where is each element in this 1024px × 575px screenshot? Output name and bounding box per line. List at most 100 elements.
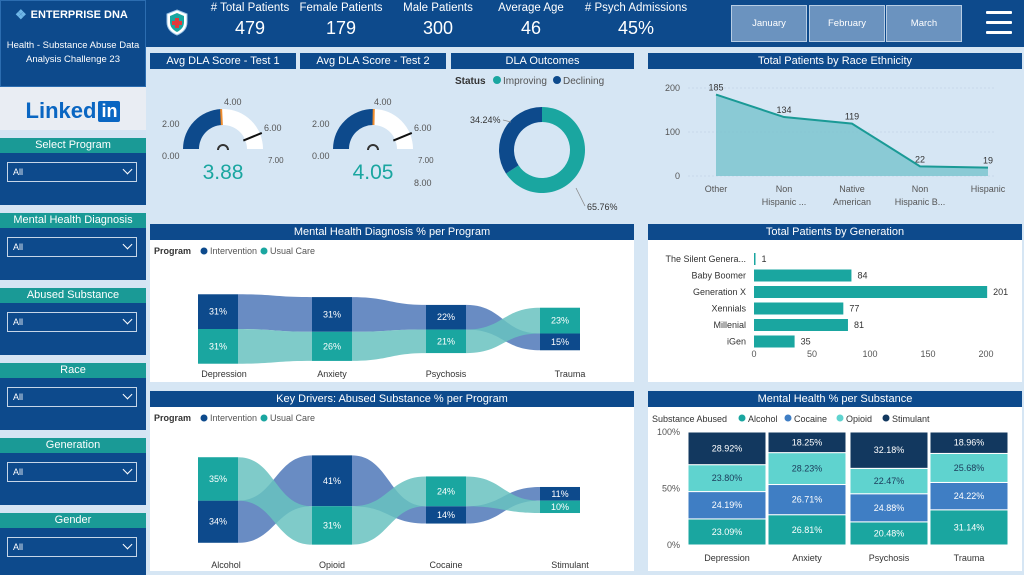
x-tick-label: Psychosis (426, 369, 467, 379)
stacked-segment[interactable] (687, 491, 767, 520)
bar[interactable] (754, 269, 852, 282)
filter-dropdown[interactable]: All (7, 537, 137, 557)
gauge-chart-test1[interactable]: 0.00 2.00 4.00 6.00 7.00 3.88 (150, 71, 296, 211)
bar-segment-intervention[interactable] (426, 506, 466, 524)
bar-segment-usual-care[interactable] (312, 506, 352, 545)
kpi-value: 300 (422, 18, 454, 38)
bar[interactable] (754, 286, 988, 298)
kpi-card: Male Patients 300 (388, 0, 488, 39)
segment-label: 41% (323, 476, 341, 486)
stacked-segment[interactable] (849, 431, 929, 469)
legend-swatch-declining (553, 76, 561, 84)
bar-segment-intervention[interactable] (540, 486, 580, 501)
bar-segment-intervention[interactable] (198, 500, 238, 543)
bar[interactable] (754, 335, 795, 348)
kpi-label: Female Patients (299, 2, 383, 14)
race-area-chart[interactable]: 0 100 200 185 Other 134 Non Hispanic ... 119 Nati… (648, 70, 1022, 214)
chevron-down-icon (122, 314, 133, 325)
donut-label-improving: 65.76% (587, 202, 618, 212)
kpi-label: Male Patients (403, 2, 473, 14)
donut-label-declining: 34.24% (470, 115, 501, 125)
stacked-segment[interactable] (849, 467, 929, 495)
donut-slice-improving[interactable] (506, 107, 585, 193)
area-fill (716, 94, 988, 176)
month-button-january[interactable]: January (731, 5, 807, 42)
linkedin-box: in (98, 100, 121, 122)
mh-substance-panel: Mental Health % per Substance Substance … (648, 391, 1022, 571)
bar-segment-intervention[interactable] (426, 304, 466, 330)
stacked-segment[interactable] (929, 431, 1009, 454)
stacked-segment[interactable] (929, 481, 1009, 511)
stacked-segment[interactable] (687, 431, 767, 466)
kpi-label: # Psych Admissions (584, 2, 688, 14)
x-tick-label: Non (776, 184, 793, 194)
mh-substance-stacked-chart[interactable]: Substance Abused Alcohol Cocaine Opioid Stim… (648, 408, 1022, 570)
filter-label: Gender (0, 513, 146, 528)
menu-icon[interactable] (986, 11, 1012, 35)
stacked-segment[interactable] (767, 431, 847, 454)
bar-segment-usual-care[interactable] (540, 500, 580, 514)
substance-program-ribbon-chart[interactable]: Program Intervention Usual Care 34% 35% Alcoh… (150, 408, 634, 570)
segment-label: 26% (323, 341, 341, 351)
bar-segment-usual-care[interactable] (198, 329, 238, 364)
bar[interactable] (754, 253, 756, 265)
bar-segment-intervention[interactable] (312, 297, 352, 332)
gauge-target-label: 7.00 (268, 156, 284, 165)
bar-segment-intervention[interactable] (312, 455, 352, 507)
kpi-card: Average Age 46 (481, 0, 581, 39)
segment-label: 22.47% (874, 476, 905, 486)
bar-segment-usual-care[interactable] (198, 457, 238, 501)
bar-segment-usual-care[interactable] (312, 331, 352, 361)
x-tick-label: Hispanic (971, 184, 1006, 194)
donut-slice-declining[interactable] (499, 107, 542, 174)
stacked-segment[interactable] (767, 514, 847, 546)
bar-segment-intervention[interactable] (198, 294, 238, 329)
mh-program-ribbon-chart[interactable]: Program Intervention Usual Care 31% 31% Depre… (150, 241, 634, 381)
month-button-february[interactable]: February (809, 5, 885, 42)
race-panel: Total Patients by Race Ethnicity 0 100 200… (648, 53, 1022, 213)
legend-item: Usual Care (270, 413, 315, 423)
dla-donut-chart[interactable]: Status Improving Declining 34.24% 65.76% (451, 70, 634, 214)
stacked-segment[interactable] (767, 484, 847, 516)
bar[interactable] (754, 319, 848, 331)
segment-label: 26.81% (792, 525, 823, 535)
legend-item: Usual Care (270, 246, 315, 256)
segment-label: 15% (551, 337, 569, 347)
linkedin-logo[interactable]: Linked in (0, 87, 146, 135)
filter-label: Generation (0, 438, 146, 453)
x-tick-label: 200 (978, 349, 993, 359)
stacked-segment[interactable] (687, 464, 767, 493)
stacked-segment[interactable] (687, 518, 767, 546)
bar-segment-intervention[interactable] (540, 333, 580, 351)
x-tick-label: 0 (751, 349, 756, 359)
bar-segment-usual-care[interactable] (426, 476, 466, 507)
segment-label: 23.09% (712, 527, 743, 537)
stacked-segment[interactable] (767, 452, 847, 486)
filter-dropdown[interactable]: All (7, 162, 137, 182)
gauge-target-label: 7.00 (418, 156, 434, 165)
month-button-march[interactable]: March (886, 5, 962, 42)
legend-swatch-intervention (200, 414, 208, 422)
stacked-segment[interactable] (849, 493, 929, 523)
kpi-card: # Psych Admissions 45% (576, 0, 696, 39)
filter-dropdown[interactable]: All (7, 312, 137, 332)
bar-segment-usual-care[interactable] (540, 307, 580, 334)
segment-label: 21% (437, 336, 455, 346)
gauge-chart-test2[interactable]: 0.00 2.00 4.00 6.00 7.00 4.05 8.00 (300, 71, 446, 211)
area-line (715, 93, 989, 169)
filter-label: Select Program (0, 138, 146, 153)
generation-bar-chart[interactable]: The Silent Genera... 1 Baby Boomer 84 Genera… (648, 241, 1022, 381)
segment-label: 18.96% (954, 438, 985, 448)
segment-label: 18.25% (792, 437, 823, 447)
legend-title: Program (154, 413, 191, 423)
legend-item: Intervention (210, 246, 257, 256)
filter-dropdown[interactable]: All (7, 462, 137, 482)
legend-swatch (738, 414, 746, 422)
bar-segment-usual-care[interactable] (426, 329, 466, 354)
filter-dropdown[interactable]: All (7, 237, 137, 257)
bar[interactable] (754, 302, 844, 315)
x-tick-label: 50 (807, 349, 817, 359)
filter-label: Race (0, 363, 146, 378)
filter-dropdown[interactable]: All (7, 387, 137, 407)
legend-title: Status (455, 76, 486, 87)
